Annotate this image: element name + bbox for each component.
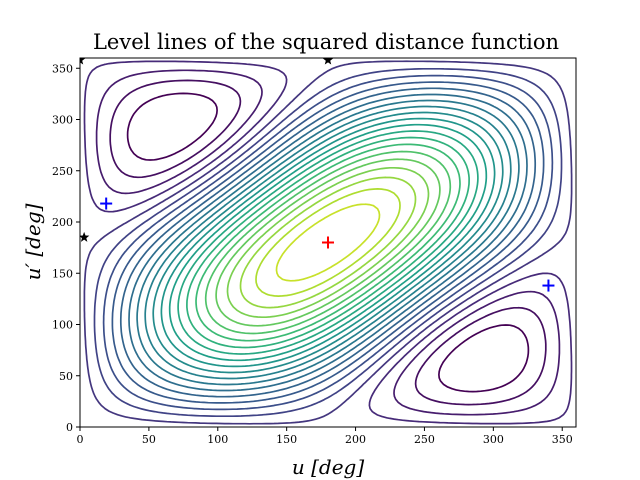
x-axis-label: u [deg] bbox=[292, 455, 364, 479]
x-tick-label: 300 bbox=[483, 433, 504, 446]
contour-lines bbox=[83, 60, 573, 425]
x-tick-label: 250 bbox=[414, 433, 435, 446]
y-axis-ticks: 0 50 100 150 200 250 300 350 bbox=[52, 62, 80, 434]
contour-level-line bbox=[177, 130, 479, 355]
y-tick-label: 350 bbox=[52, 62, 73, 75]
contour-level-line bbox=[102, 74, 554, 411]
contour-level-line bbox=[195, 143, 461, 342]
black-star-marker bbox=[80, 231, 90, 242]
y-tick-label: 250 bbox=[52, 165, 73, 178]
x-tick-label: 50 bbox=[142, 433, 156, 446]
contour-level-line bbox=[144, 105, 512, 380]
y-tick-label: 300 bbox=[52, 114, 73, 127]
contour-level-line bbox=[93, 67, 563, 418]
contour-level-line bbox=[119, 87, 537, 398]
black-star-marker bbox=[322, 58, 334, 65]
contour-level-line bbox=[204, 150, 452, 335]
x-axis-ticks: 0 50 100 150 200 250 300 350 bbox=[77, 427, 573, 446]
x-tick-label: 350 bbox=[552, 433, 573, 446]
contour-level-line bbox=[109, 79, 547, 406]
contour-level-line bbox=[160, 117, 496, 368]
y-axis-label: u′ [deg] bbox=[21, 203, 45, 280]
y-tick-label: 0 bbox=[66, 421, 73, 434]
contour-level-line bbox=[128, 93, 528, 392]
x-tick-label: 200 bbox=[345, 433, 366, 446]
chart-title: Level lines of the squared distance func… bbox=[93, 30, 559, 54]
contour-level-line bbox=[239, 176, 417, 309]
x-tick-label: 150 bbox=[276, 433, 297, 446]
plot-frame bbox=[79, 57, 577, 428]
contour-level-line bbox=[95, 69, 561, 416]
contour-level-line bbox=[215, 158, 441, 327]
y-tick-label: 100 bbox=[52, 319, 73, 332]
contour-level-line bbox=[186, 136, 470, 349]
contour-level-line bbox=[168, 123, 488, 362]
x-tick-label: 0 bbox=[77, 433, 84, 446]
contour-level-line bbox=[255, 188, 401, 297]
red-plus-marker bbox=[322, 236, 334, 249]
y-tick-label: 50 bbox=[59, 370, 73, 383]
contour-level-line bbox=[226, 166, 430, 319]
contour-level-line bbox=[83, 60, 573, 425]
contour-level-line bbox=[83, 60, 573, 425]
blue-plus-marker bbox=[100, 197, 113, 210]
contour-level-line bbox=[111, 81, 545, 404]
y-tick-label: 200 bbox=[52, 216, 73, 229]
contour-level-line bbox=[152, 111, 504, 374]
contour-level-line bbox=[136, 99, 520, 386]
y-tick-label: 150 bbox=[52, 267, 73, 280]
black-star-marker bbox=[80, 58, 86, 65]
markers bbox=[80, 58, 555, 292]
contour-level-line bbox=[126, 92, 530, 393]
contour-level-line bbox=[275, 203, 381, 282]
x-tick-label: 100 bbox=[207, 433, 228, 446]
blue-plus-marker bbox=[542, 279, 555, 292]
